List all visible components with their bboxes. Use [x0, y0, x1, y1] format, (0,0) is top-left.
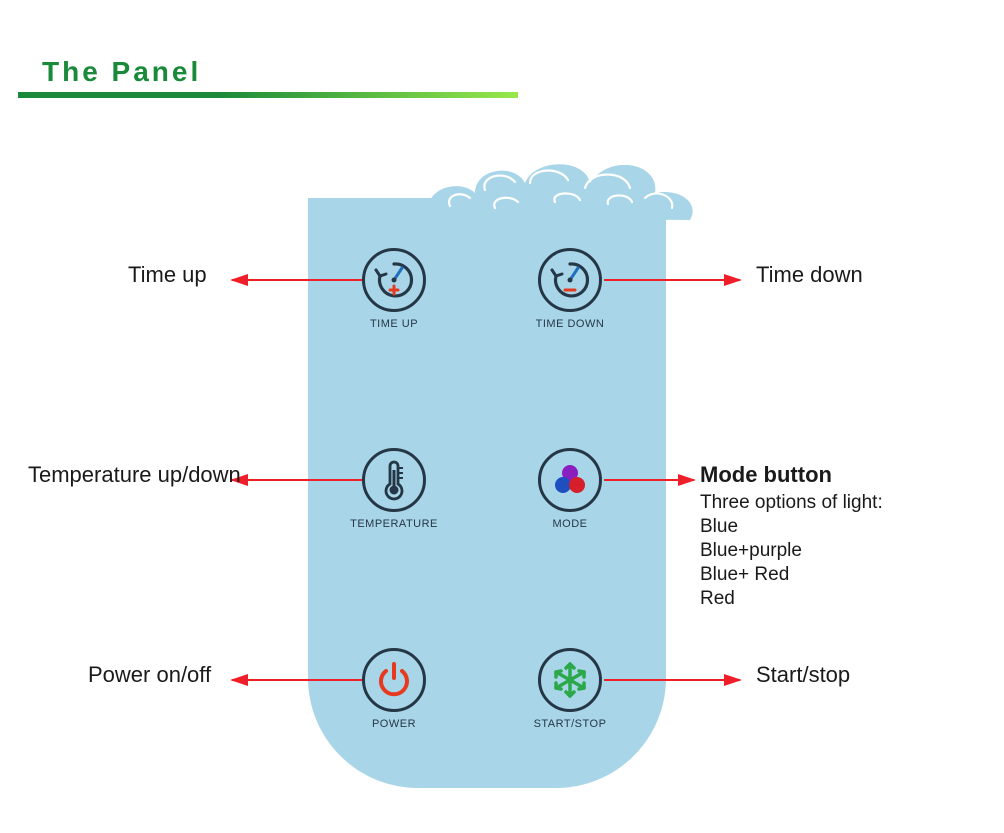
temperature-label: TEMPERATURE [334, 518, 454, 530]
time-down-label: TIME DOWN [510, 318, 630, 330]
annot-time-up: Time up [128, 262, 207, 288]
thermometer-icon [372, 458, 416, 502]
annot-mode-opt4: Red [700, 588, 735, 610]
annot-mode-opt2: Blue+purple [700, 540, 802, 562]
start-stop-button[interactable] [538, 648, 602, 712]
time-up-label: TIME UP [334, 318, 454, 330]
mode-label: MODE [510, 518, 630, 530]
annot-power: Power on/off [88, 662, 211, 688]
power-icon [372, 658, 416, 702]
timer-plus-icon [372, 258, 416, 302]
timer-minus-icon [548, 258, 592, 302]
mode-dots-icon [548, 458, 592, 502]
snowflake-icon [548, 658, 592, 702]
steam-cloud-icon [420, 148, 710, 228]
mode-button[interactable] [538, 448, 602, 512]
title-underline [18, 92, 518, 98]
time-down-button[interactable] [538, 248, 602, 312]
annot-mode-opt1: Blue [700, 516, 738, 538]
annot-time-down: Time down [756, 262, 863, 288]
annot-start: Start/stop [756, 662, 850, 688]
power-button[interactable] [362, 648, 426, 712]
start-stop-label: START/STOP [510, 718, 630, 730]
annot-temp: Temperature up/down [28, 462, 241, 488]
annot-mode-opt3: Blue+ Red [700, 564, 789, 586]
power-label: POWER [334, 718, 454, 730]
section-title: The Panel [42, 56, 201, 88]
temperature-button[interactable] [362, 448, 426, 512]
annot-mode-sub: Three options of light: [700, 492, 883, 514]
annot-mode-title: Mode button [700, 462, 832, 488]
time-up-button[interactable] [362, 248, 426, 312]
